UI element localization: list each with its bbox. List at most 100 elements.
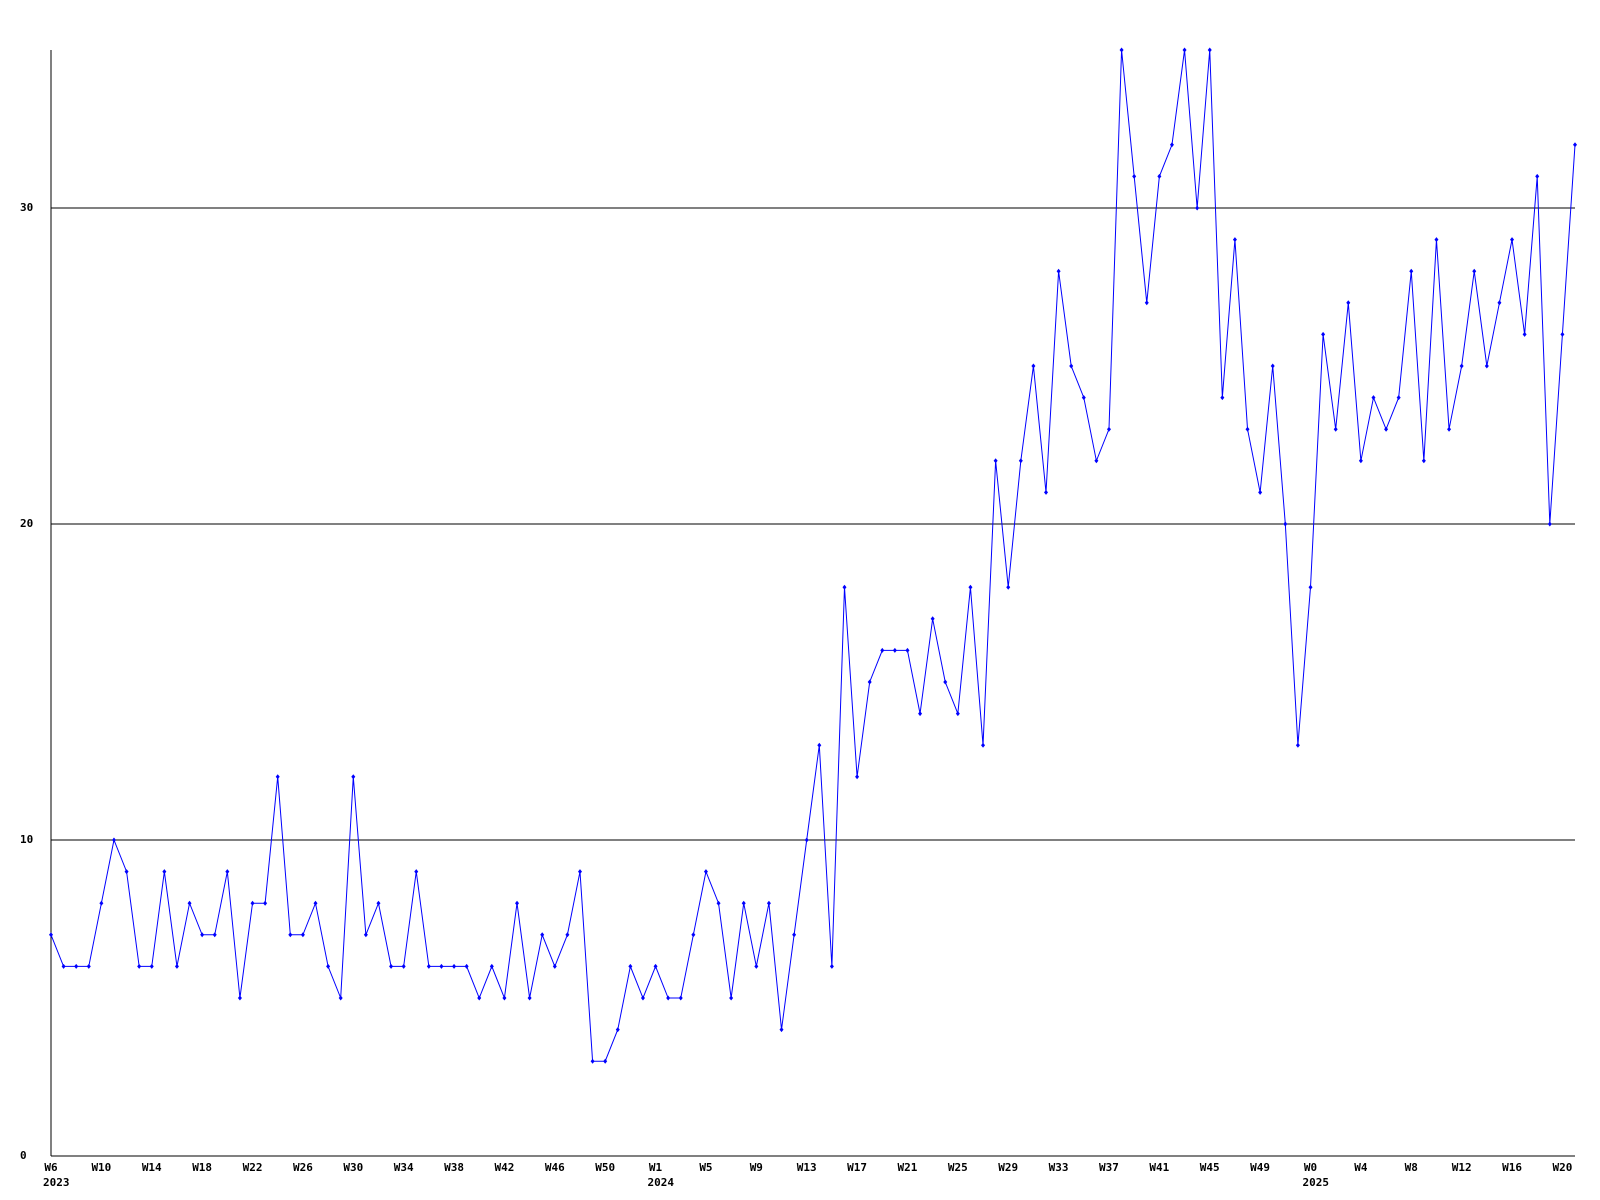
point-marker — [1434, 237, 1439, 243]
point-marker — [1409, 268, 1414, 274]
y-tick-label: 10 — [20, 833, 33, 846]
point-marker — [1094, 458, 1099, 464]
x-tick-label: W5 — [699, 1161, 712, 1174]
point-marker — [968, 584, 973, 590]
point-marker — [666, 995, 671, 1001]
point-marker — [1447, 426, 1452, 432]
point-marker — [263, 900, 268, 906]
point-marker — [628, 963, 633, 969]
point-marker — [527, 995, 532, 1001]
point-marker — [288, 932, 293, 938]
point-marker — [817, 742, 822, 748]
point-marker — [376, 900, 381, 906]
point-marker — [716, 900, 721, 906]
point-marker — [111, 837, 116, 843]
x-tick-label: W12 — [1452, 1161, 1472, 1174]
point-marker — [489, 963, 494, 969]
point-marker — [237, 995, 242, 1001]
point-marker — [401, 963, 406, 969]
point-marker — [363, 932, 368, 938]
point-marker — [275, 774, 280, 780]
x-tick-label: W13 — [797, 1161, 817, 1174]
point-marker — [212, 932, 217, 938]
point-marker — [439, 963, 444, 969]
point-marker — [1510, 237, 1515, 243]
point-marker — [603, 1058, 608, 1064]
x-tick-label: W42 — [494, 1161, 514, 1174]
point-marker — [1547, 521, 1552, 527]
point-marker — [905, 647, 910, 653]
x-tick-label: W38 — [444, 1161, 464, 1174]
x-tick-label: W17 — [847, 1161, 867, 1174]
year-label: 2023 — [43, 1176, 70, 1189]
x-tick-label: W8 — [1405, 1161, 1418, 1174]
x-tick-label: W6 — [44, 1161, 58, 1174]
point-marker — [804, 837, 809, 843]
point-marker — [892, 647, 897, 653]
point-marker — [174, 963, 179, 969]
point-marker — [1245, 426, 1250, 432]
point-marker — [1182, 47, 1187, 53]
point-marker — [74, 963, 79, 969]
point-marker — [1283, 521, 1288, 527]
point-marker — [779, 1027, 784, 1033]
y-tick-label: 30 — [20, 201, 33, 214]
x-tick-label: W46 — [545, 1161, 565, 1174]
point-marker — [300, 932, 305, 938]
point-marker — [124, 869, 129, 875]
point-marker — [414, 869, 419, 875]
point-marker — [1056, 268, 1061, 274]
x-tick-label: W41 — [1149, 1161, 1169, 1174]
point-marker — [452, 963, 457, 969]
point-marker — [1384, 426, 1389, 432]
point-marker — [653, 963, 658, 969]
point-marker — [1308, 584, 1313, 590]
series-line — [50, 49, 1576, 1062]
x-tick-label: W30 — [343, 1161, 363, 1174]
point-marker — [99, 900, 104, 906]
point-marker — [993, 458, 998, 464]
point-marker — [829, 963, 834, 969]
x-tick-label: W50 — [595, 1161, 615, 1174]
point-marker — [1144, 300, 1149, 306]
x-tick-label: W9 — [750, 1161, 763, 1174]
point-marker — [577, 869, 582, 875]
point-marker — [1006, 584, 1011, 590]
point-marker — [464, 963, 469, 969]
point-marker — [703, 869, 708, 875]
point-marker — [754, 963, 759, 969]
x-tick-label: W4 — [1354, 1161, 1368, 1174]
point-marker — [1220, 395, 1225, 401]
point-marker — [930, 616, 935, 622]
x-tick-label: W49 — [1250, 1161, 1270, 1174]
point-marker — [389, 963, 394, 969]
point-marker — [1207, 47, 1212, 53]
point-marker — [502, 995, 507, 1001]
point-marker — [1018, 458, 1023, 464]
point-marker — [1497, 300, 1502, 306]
point-marker — [187, 900, 192, 906]
x-tick-label: W18 — [192, 1161, 212, 1174]
point-marker — [590, 1058, 595, 1064]
y-tick-label: 0 — [20, 1149, 27, 1162]
point-marker — [1195, 205, 1200, 211]
x-tick-label: W16 — [1502, 1161, 1522, 1174]
point-marker — [426, 963, 431, 969]
point-marker — [1560, 331, 1565, 337]
point-marker — [338, 995, 343, 1001]
point-marker — [1346, 300, 1351, 306]
x-tick-label: W21 — [898, 1161, 918, 1174]
point-marker — [326, 963, 331, 969]
point-marker — [1031, 363, 1036, 369]
point-marker — [1333, 426, 1338, 432]
point-marker — [162, 869, 167, 875]
point-marker — [842, 584, 847, 590]
point-marker — [1522, 331, 1527, 337]
point-marker — [918, 711, 923, 717]
point-marker — [1573, 142, 1577, 148]
point-marker — [1270, 363, 1275, 369]
x-tick-label: W25 — [948, 1161, 968, 1174]
point-marker — [955, 711, 960, 717]
point-marker — [855, 774, 860, 780]
